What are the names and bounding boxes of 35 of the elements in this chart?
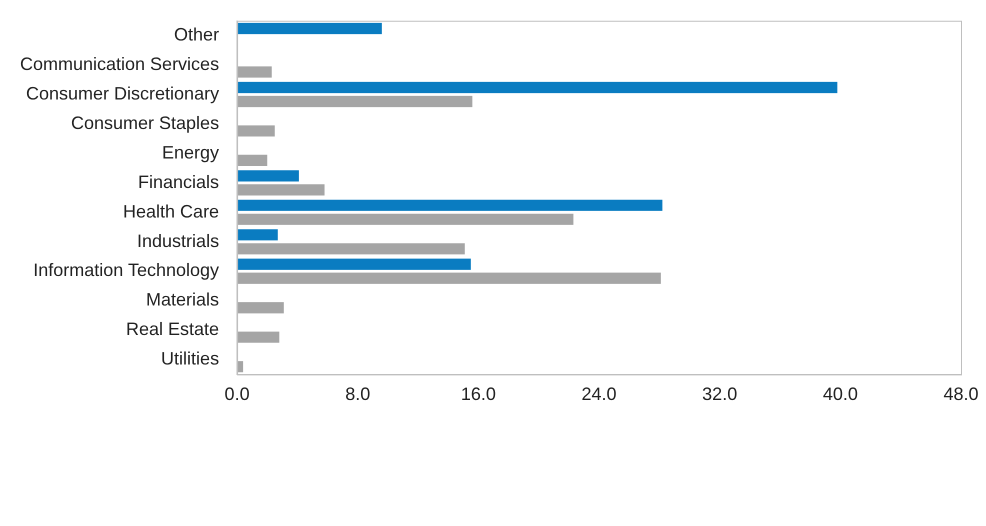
bar <box>237 229 278 240</box>
bar <box>237 184 325 196</box>
bar <box>237 332 280 343</box>
y-tick-label: Health Care <box>123 201 220 222</box>
x-tick-label: 0.0 <box>224 384 250 404</box>
x-tick-label: 40.0 <box>822 384 858 404</box>
y-tick-label: Real Estate <box>126 319 220 340</box>
y-tick-label: Communication Services <box>20 54 220 74</box>
bar <box>237 214 574 225</box>
x-tick-label: 48.0 <box>943 384 979 404</box>
x-tick-label: 8.0 <box>345 384 370 404</box>
y-tick-label: Consumer Staples <box>70 112 220 133</box>
y-tick-label: Information Technology <box>33 260 220 280</box>
bar <box>237 243 465 254</box>
bar <box>237 200 662 211</box>
x-tick-label: 32.0 <box>702 384 738 404</box>
bar <box>237 170 299 182</box>
bar <box>237 154 268 166</box>
bar <box>237 272 661 284</box>
bar <box>237 258 471 270</box>
bar <box>237 66 272 78</box>
x-tick-label: 16.0 <box>460 384 496 404</box>
y-tick-label: Energy <box>162 142 220 162</box>
bar <box>237 96 472 108</box>
y-tick-label: Financials <box>138 172 220 192</box>
bar <box>237 82 838 94</box>
y-tick-label: Materials <box>146 290 220 310</box>
y-tick-label: Utilities <box>161 348 220 369</box>
bar <box>237 22 382 34</box>
bar <box>237 302 284 314</box>
x-tick-label: 24.0 <box>582 384 617 404</box>
y-tick-label: Other <box>174 24 220 44</box>
y-tick-label: Consumer Discretionary <box>26 83 220 104</box>
bar <box>237 125 275 137</box>
y-tick-label: Industrials <box>137 230 220 251</box>
